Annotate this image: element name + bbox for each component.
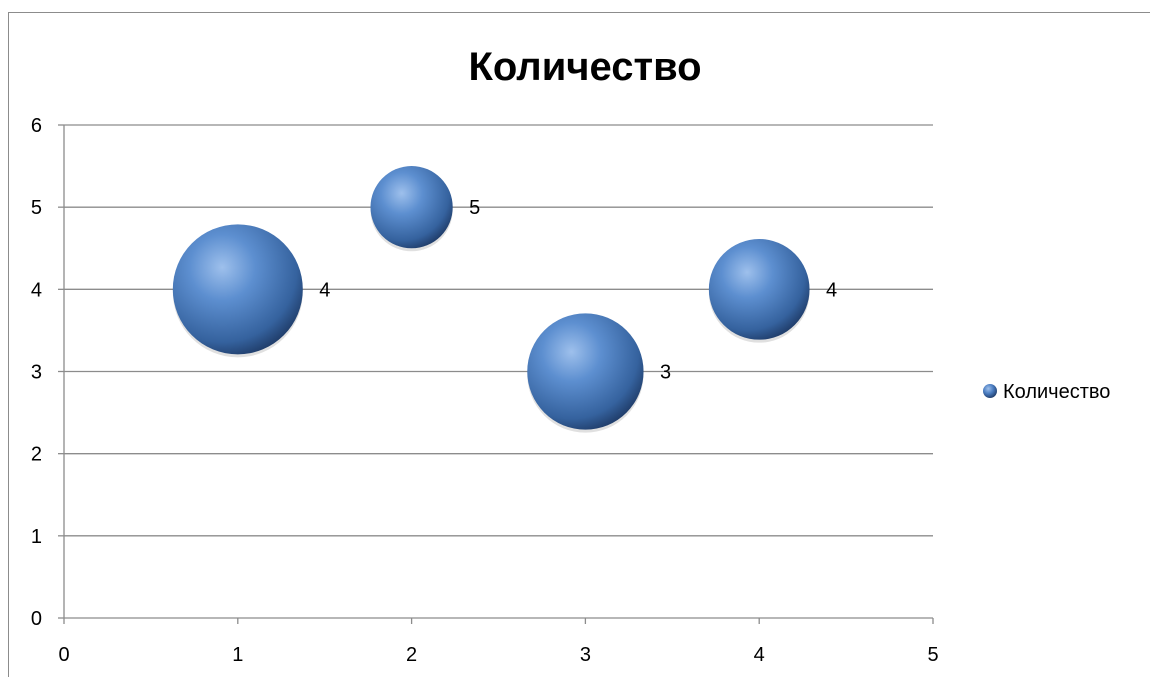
y-tick-label: 2: [31, 444, 42, 466]
x-tick-label: 3: [580, 644, 591, 666]
y-tick-label: 3: [31, 362, 42, 384]
data-labels: 4 5 3 4: [319, 197, 837, 383]
data-label: 5: [469, 197, 480, 219]
y-tick-label: 6: [31, 115, 42, 137]
bubble: [708, 238, 810, 340]
bubble: [370, 166, 453, 249]
x-tick-label: 0: [58, 644, 69, 666]
bubble: [527, 313, 644, 430]
data-label: 4: [319, 279, 330, 301]
x-tick-label: 1: [232, 644, 243, 666]
y-tick-label: 5: [31, 197, 42, 219]
legend: Количество: [983, 381, 1110, 403]
bubbles: [172, 166, 810, 433]
bubble: [172, 224, 303, 355]
legend-marker: [983, 384, 997, 398]
data-label: 3: [660, 362, 671, 384]
x-tick-label: 5: [927, 644, 938, 666]
axes: 0 1 2 3 4 5 6 0 1 2 3 4 5: [31, 115, 939, 666]
y-tick-label: 4: [31, 279, 42, 301]
x-tick-label: 2: [406, 644, 417, 666]
y-tick-label: 1: [31, 526, 42, 548]
data-label: 4: [826, 279, 837, 301]
chart-title: Количество: [468, 45, 701, 89]
legend-label: Количество: [1003, 381, 1110, 403]
y-tick-label: 0: [31, 608, 42, 630]
chart-frame: [8, 12, 1150, 677]
x-tick-label: 4: [754, 644, 765, 666]
